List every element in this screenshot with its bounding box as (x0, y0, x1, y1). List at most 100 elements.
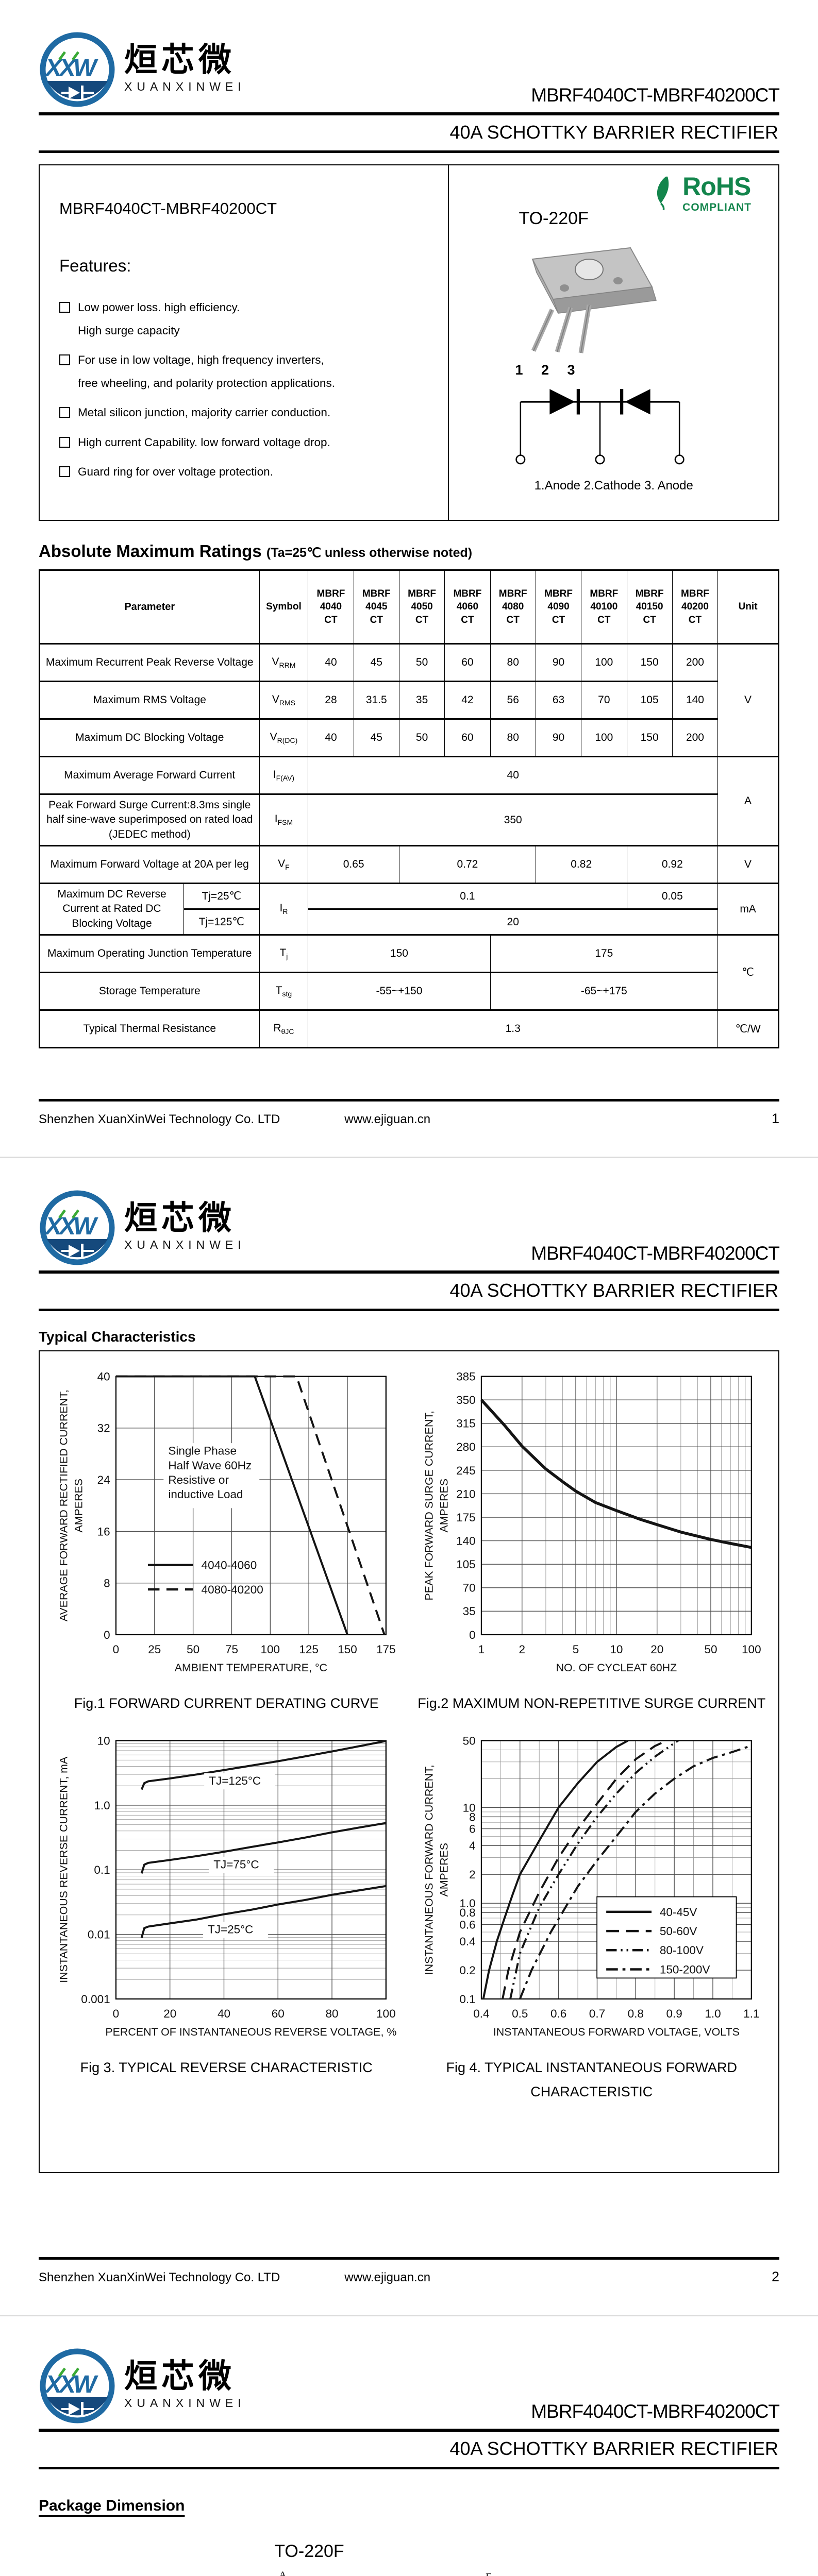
brand-name-en: XUANXINWEI (124, 80, 246, 93)
svg-text:Resistive or: Resistive or (169, 1473, 229, 1486)
svg-text:20: 20 (650, 1643, 663, 1656)
brand-name-cn: 烜芯微 (124, 2358, 236, 2395)
svg-text:INSTANTANEOUS REVERSE CURRENT,: INSTANTANEOUS REVERSE CURRENT, mA (58, 1756, 70, 1983)
value-cell: 35 (398, 681, 445, 720)
svg-text:0.4: 0.4 (459, 1935, 475, 1948)
svg-text:10: 10 (462, 1801, 475, 1814)
parameter-cell: Peak Forward Surge Current:8.3ms single … (39, 793, 260, 847)
logo-icon: XXW (40, 1190, 115, 1265)
value-cell: 45 (353, 643, 399, 682)
feature-item: Guard ring for over voltage protection. (59, 464, 432, 487)
dim-label: A (279, 2569, 287, 2576)
unit-cell: mA (717, 883, 779, 936)
svg-text:40: 40 (218, 2007, 230, 2020)
parameter-cell: Maximum Recurrent Peak Reverse Voltage (39, 643, 260, 682)
brand-name-cn: 烜芯微 (124, 41, 236, 78)
footer-company: Shenzhen XuanXinWei Technology Co. LTD (39, 2270, 280, 2284)
value-cell: 200 (672, 718, 719, 757)
svg-text:50: 50 (187, 1643, 199, 1656)
checkbox-icon (59, 466, 70, 477)
parameter-cell: Maximum DC Reverse Current at Rated DC B… (39, 883, 185, 936)
value-cell: 56 (490, 681, 536, 720)
svg-text:INSTANTANEOUS FORWARD VOLTAGE,: INSTANTANEOUS FORWARD VOLTAGE, VOLTS (493, 2026, 740, 2038)
feature-item: Low power loss. high efficiency. High sur… (59, 299, 432, 345)
column-header: MBRF 4060 CT (444, 569, 491, 645)
chart-cell: 0.4 0.5 0.6 0.7 0.8 0.9 1.0 1.1 0.1 0.2 0.4 0.6 0.8 1… (409, 1729, 775, 2100)
svg-text:PEAK FORWARD SURGE CURRENT,: PEAK FORWARD SURGE CURRENT, (423, 1411, 435, 1600)
svg-text:350: 350 (456, 1394, 476, 1406)
value-cell: 0.92 (626, 845, 719, 885)
svg-text:150-200V: 150-200V (660, 1963, 710, 1976)
intro-box: MBRF4040CT-MBRF40200CT Features: Low pow… (39, 164, 779, 521)
svg-text:32: 32 (97, 1422, 110, 1435)
svg-text:AMPERES: AMPERES (438, 1843, 450, 1897)
svg-text:0: 0 (113, 2007, 120, 2020)
package-name: TO-220F (274, 2541, 344, 2561)
svg-text:0.1: 0.1 (459, 1993, 475, 2006)
value-cell: 20 (308, 908, 719, 936)
page-header: XXW 烜芯微 XUANXINWEI MBRF4040CT-MBRF40200C… (0, 0, 818, 153)
svg-text:175: 175 (456, 1511, 476, 1524)
svg-text:25: 25 (148, 1643, 161, 1656)
value-cell: 42 (444, 681, 491, 720)
svg-text:100: 100 (742, 1643, 761, 1656)
svg-text:100: 100 (376, 2007, 396, 2020)
footer-website: www.ejiguan.cn (344, 2270, 431, 2284)
parameter-cell: Maximum DC Blocking Voltage (39, 718, 260, 757)
svg-text:50: 50 (462, 1734, 475, 1747)
brand-name-en: XUANXINWEI (124, 1238, 246, 1251)
checkbox-icon (59, 436, 70, 448)
company-logo: XXW 烜芯微 XUANXINWEI (39, 1189, 246, 1266)
package-3d-image (531, 247, 657, 353)
feature-line: High current Capability. low forward vol… (78, 435, 330, 449)
svg-text:0.6: 0.6 (550, 2007, 566, 2020)
company-logo: XXW 烜芯微 XUANXINWEI (39, 31, 246, 108)
svg-text:0.2: 0.2 (459, 1964, 475, 1977)
reverse-characteristic-chart: 0 20 40 60 80 100 0.001 0.01 0.1 1.0 10 TJ=125°C TJ=… (58, 1734, 397, 2038)
table-row: Typical Thermal Resistance RθJC 1.3 ℃/W (39, 1009, 779, 1049)
svg-text:0.01: 0.01 (88, 1928, 110, 1941)
page-footer: Shenzhen XuanXinWei Technology Co. LTD w… (39, 2257, 779, 2285)
svg-text:AVERAGE FORWARD RECTIFIED CURR: AVERAGE FORWARD RECTIFIED CURRENT, (58, 1389, 70, 1621)
section-title: Typical Characteristics (39, 1329, 196, 1345)
svg-text:PERCENT OF INSTANTANEOUS REVER: PERCENT OF INSTANTANEOUS REVERSE VOLTAGE… (106, 2026, 397, 2038)
column-header: MBRF 40200 CT (672, 569, 719, 645)
svg-text:NO. OF CYCLEAT 60HZ: NO. OF CYCLEAT 60HZ (556, 1662, 677, 1674)
value-cell: 50 (398, 643, 445, 682)
parameter-cell: Typical Thermal Resistance (39, 1009, 260, 1049)
logo-icon: XXW (40, 2348, 115, 2424)
svg-text:0: 0 (104, 1629, 110, 1641)
table-row: Maximum DC Blocking Voltage VR(DC) 40 45… (39, 718, 779, 757)
svg-text:1.0: 1.0 (94, 1799, 110, 1812)
dual-diode-symbol (515, 389, 685, 465)
value-cell: 28 (308, 681, 354, 720)
unit-cell: V (717, 845, 779, 885)
svg-text:10: 10 (610, 1643, 623, 1656)
symbol-cell: IR (259, 883, 309, 936)
part-range-title: MBRF4040CT-MBRF40200CT (531, 84, 780, 106)
figure-caption: Fig 3. TYPICAL REVERSE CHARACTERISTIC (80, 2060, 373, 2075)
svg-text:1: 1 (478, 1643, 485, 1656)
svg-text:1.0: 1.0 (459, 1897, 475, 1910)
column-header: Symbol (259, 569, 309, 645)
value-cell: 105 (626, 681, 673, 720)
value-cell: 60 (444, 643, 491, 682)
derating-curve-chart: 0 25 50 75 100 125 150 175 0 8 16 24 32 40 Single Phas… (58, 1370, 396, 1673)
svg-text:TJ=25°C: TJ=25°C (208, 1923, 253, 1936)
svg-text:AMPERES: AMPERES (438, 1479, 450, 1533)
symbol-cell: VF (259, 845, 309, 885)
table-row: Maximum Average Forward Current IF(AV) 4… (39, 755, 779, 847)
table-row: Tj=125℃ 20 (40, 908, 779, 936)
column-header: MBRF 40150 CT (626, 569, 673, 645)
column-header: MBRF 4090 CT (535, 569, 582, 645)
figure-caption: Fig 4. TYPICAL INSTANTANEOUS FORWARD (446, 2060, 738, 2075)
svg-text:4: 4 (469, 1839, 476, 1852)
svg-text:0.8: 0.8 (627, 2007, 643, 2020)
unit-cell: ℃/W (717, 1009, 779, 1049)
divider (39, 2429, 779, 2432)
table-row: Maximum DC Reverse Current at Rated DC B… (39, 883, 779, 936)
svg-text:XXW: XXW (44, 55, 98, 82)
svg-text:0: 0 (469, 1629, 476, 1641)
feature-item: High current Capability. low forward vol… (59, 434, 432, 457)
ratings-title: Absolute Maximum Ratings (Ta=25℃ unless … (39, 541, 473, 561)
